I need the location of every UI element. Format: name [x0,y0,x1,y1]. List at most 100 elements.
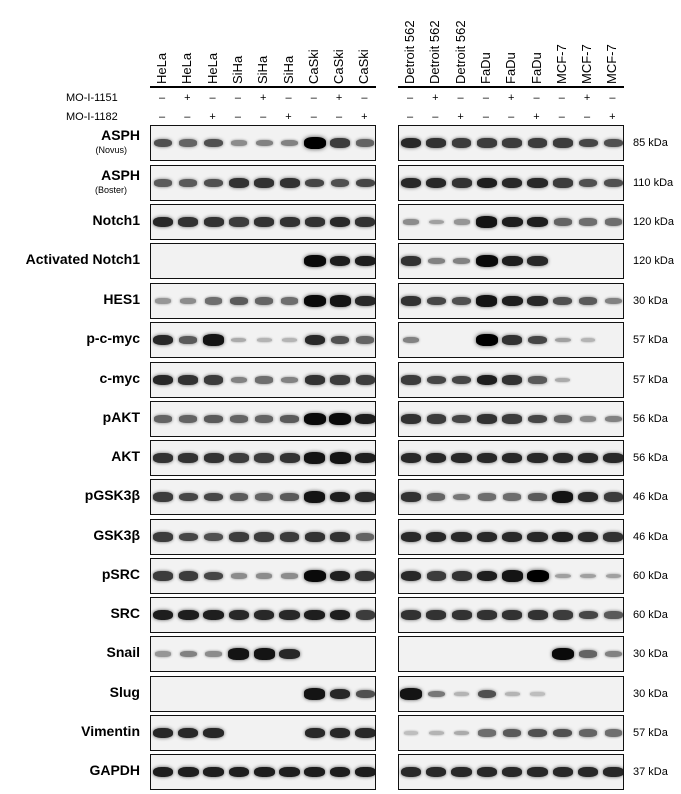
blot-band [578,178,598,188]
lane-label: CaSki [331,4,348,84]
blot-band [605,650,622,658]
molecular-weight-label: 57 kDa [633,727,668,739]
blot-band [526,570,549,582]
blot-band [527,255,548,267]
treatment-mark: + [583,92,591,104]
protein-label: ASPH [101,127,140,143]
blot-band [400,137,422,149]
blot-panel [398,597,624,633]
blot-band [203,217,224,227]
lane-label: FaDu [477,4,495,84]
lane-label-text: CaSki [305,49,321,84]
blot-panel [398,362,624,398]
blot-band [304,491,326,503]
blot-band [605,297,622,305]
antibody-source-label: (Novus) [95,145,127,155]
lane-label-text: FaDu [477,52,493,84]
blot-band [580,338,596,342]
blot-band [527,177,548,189]
treatment-mark: – [158,111,166,123]
lane-label: HeLa [154,4,171,84]
blot-band [553,178,573,188]
blot-band [603,492,623,502]
blot-panel [398,204,624,240]
blot-band [475,334,498,346]
blot-band [254,532,274,542]
blot-band [502,766,523,778]
blot-band [304,570,326,582]
blot-panel [398,754,624,790]
blot-panel [150,204,376,240]
blot-panel [150,636,376,672]
blot-band [153,532,173,542]
blot-panel [398,401,624,437]
blot-band [478,729,496,737]
blot-panel [398,125,624,161]
blot-band [329,413,351,425]
blot-panel [150,519,376,555]
treatment-mark: – [558,92,565,104]
lane-group-line [398,86,624,88]
blot-band [553,296,573,306]
blot-band [153,179,173,187]
blot-band [153,571,173,581]
blot-band [401,296,421,306]
blot-band [304,295,326,307]
molecular-weight-label: 46 kDa [633,491,668,503]
blot-band [355,571,375,581]
blot-band [476,610,497,620]
blot-band [504,692,520,696]
blot-band [603,452,623,464]
blot-band [527,414,548,424]
blot-band [400,766,422,778]
blot-band [401,492,421,502]
blot-band [153,453,173,463]
lane-label-text: Detroit 562 [427,20,443,84]
blot-band [603,532,623,542]
blot-band [330,178,350,188]
blot-band [304,532,325,542]
lane-label-text: HeLa [204,52,220,84]
blot-band [355,727,375,739]
blot-band [180,298,197,304]
blot-band [527,335,548,345]
lane-label-text: FaDu [528,52,544,84]
lane-label: FaDu [528,4,546,84]
blot-band [178,492,198,502]
blot-band [304,727,325,739]
lane-label: SiHa [255,4,272,84]
blot-band [528,376,547,384]
blot-band [279,766,300,778]
blot-band [203,609,224,621]
blot-band [154,415,172,423]
blot-band [478,493,496,501]
blot-band [304,688,326,700]
treatment-mark: – [184,111,191,123]
blot-band [304,334,325,346]
blot-band [355,452,375,464]
blot-band [355,766,375,778]
blot-band [426,296,446,306]
blot-band [355,295,375,307]
blot-band [527,452,548,464]
blot-band [255,297,274,305]
blot-band [552,491,574,503]
blot-band [179,179,198,187]
blot-band [579,650,598,658]
blot-band [155,651,171,657]
blot-panel [150,440,376,476]
blot-band [528,728,547,738]
protein-label: Activated Notch1 [25,251,140,267]
molecular-weight-label: 57 kDa [633,374,668,386]
blot-panel [150,283,376,319]
blot-band [304,217,325,227]
blot-band [553,218,572,226]
blot-band [280,297,299,305]
blot-band [454,692,469,696]
lane-label-text: SiHa [255,55,271,84]
blot-band [577,531,599,543]
blot-panel [398,165,624,201]
blot-band [501,255,523,267]
treatment-mark: – [482,92,489,104]
blot-band [555,337,571,343]
